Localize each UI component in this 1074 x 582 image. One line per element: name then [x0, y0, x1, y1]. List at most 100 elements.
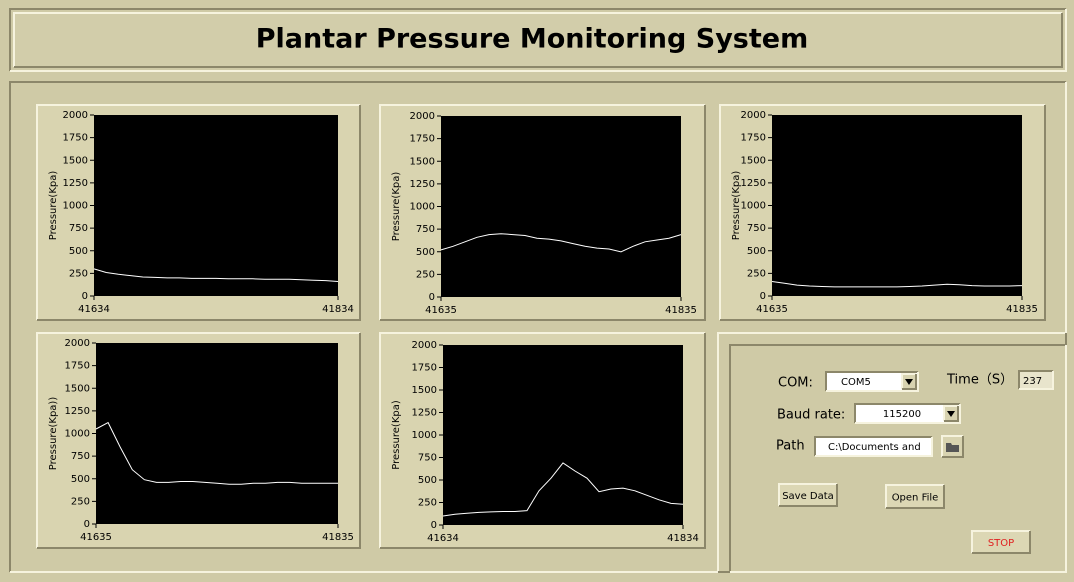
title-panel-edge — [9, 8, 1066, 71]
y-tick-label: 0 — [760, 291, 766, 302]
stop-button[interactable] — [972, 531, 1030, 553]
x-tick-label: 41835 — [322, 532, 354, 543]
chart-frame-edge — [380, 333, 706, 549]
title-panel-inner-edge — [14, 13, 1063, 68]
pressure-line — [440, 233, 682, 253]
y-tick-label: 1750 — [412, 363, 437, 374]
y-tick-label: 500 — [416, 247, 435, 258]
y-tick-label: 1250 — [412, 408, 437, 419]
y-tick-label: 2000 — [65, 338, 90, 349]
path-field-edge — [815, 437, 933, 457]
y-tick-label: 2000 — [412, 340, 437, 351]
y-tick-label: 250 — [69, 268, 88, 279]
com-dropdown-edge — [825, 371, 918, 391]
y-tick-label: 1000 — [410, 202, 435, 213]
y-tick-label: 1250 — [65, 406, 90, 417]
y-tick-label: 2000 — [741, 110, 766, 121]
x-tick-label: 41635 — [80, 532, 112, 543]
plot-area — [94, 115, 338, 296]
baud-value: 115200 — [883, 409, 921, 420]
y-tick-label: 1000 — [412, 430, 437, 441]
x-tick-label: 41834 — [667, 533, 699, 544]
pressure-line — [93, 268, 339, 282]
x-tick-label: 41635 — [756, 304, 788, 315]
y-axis-label: Pressure(Kpa) — [391, 400, 402, 470]
y-tick-label: 1250 — [63, 178, 88, 189]
com-label: COM: — [778, 376, 813, 391]
path-label: Path — [776, 439, 805, 454]
stop-button-edge — [971, 530, 1030, 553]
y-tick-label: 1500 — [741, 155, 766, 166]
browse-button-edge — [941, 435, 963, 457]
open-button-label: Open File — [892, 493, 939, 504]
plot-area — [441, 116, 681, 297]
y-tick-label: 250 — [416, 269, 435, 280]
time-display-edge — [1018, 370, 1053, 389]
open-button-edge — [885, 484, 944, 508]
dropdown-arrow-button-edge — [902, 374, 917, 390]
x-tick-label: 41834 — [322, 304, 354, 315]
dropdown-arrow-button-edge — [944, 406, 959, 422]
pressure-line — [95, 421, 338, 485]
com-dropdown-edge — [826, 372, 919, 392]
y-tick-label: 250 — [71, 496, 90, 507]
plot-area — [772, 115, 1022, 296]
path-field[interactable] — [815, 437, 932, 456]
save-button-edge — [778, 483, 837, 506]
page-title: Plantar Pressure Monitoring System — [256, 24, 808, 55]
open-button-edge — [886, 485, 945, 509]
stop-button-label: STOP — [988, 538, 1014, 549]
y-tick-label: 1500 — [412, 385, 437, 396]
open-button[interactable] — [886, 485, 944, 508]
y-tick-label: 1250 — [410, 179, 435, 190]
x-tick-label: 41634 — [427, 533, 459, 544]
baud-dropdown-edge — [855, 404, 961, 424]
baud-dropdown-edge — [854, 403, 960, 423]
time-label: Time（S） — [946, 373, 1013, 388]
y-tick-label: 750 — [71, 451, 90, 462]
y-tick-label: 250 — [747, 268, 766, 279]
y-tick-label: 0 — [431, 520, 437, 531]
path-value: C:\Documents and — [828, 442, 921, 453]
chart-frame-edge — [37, 333, 361, 549]
y-tick-label: 1750 — [63, 133, 88, 144]
y-tick-label: 1000 — [63, 201, 88, 212]
x-tick-label: 41634 — [78, 304, 110, 315]
y-tick-label: 1500 — [65, 383, 90, 394]
chart-frame-edge — [379, 104, 705, 320]
control-panel-edge — [717, 332, 1066, 572]
y-tick-label: 0 — [429, 292, 435, 303]
x-tick-label: 41835 — [1006, 304, 1038, 315]
y-tick-label: 750 — [418, 453, 437, 464]
save-button[interactable] — [779, 484, 837, 506]
y-tick-label: 1750 — [741, 133, 766, 144]
chart-frame-edge — [37, 105, 361, 321]
y-tick-label: 1750 — [65, 361, 90, 372]
com-dropdown[interactable] — [826, 372, 918, 391]
chart-frame-edge — [720, 105, 1046, 321]
plot-area — [96, 343, 338, 524]
y-tick-label: 500 — [69, 246, 88, 257]
y-tick-label: 500 — [71, 474, 90, 485]
y-tick-label: 1500 — [63, 155, 88, 166]
y-tick-label: 2000 — [410, 111, 435, 122]
title-panel-inner — [14, 13, 1062, 67]
y-axis-label: Pressure(Kpa) — [391, 172, 402, 242]
y-tick-label: 1500 — [410, 156, 435, 167]
chart-frame-edge — [380, 105, 706, 321]
y-axis-label: Pressure(Kpa) — [48, 171, 59, 241]
y-tick-label: 1000 — [65, 429, 90, 440]
y-tick-label: 1000 — [741, 201, 766, 212]
baud-label: Baud rate: — [777, 408, 845, 423]
y-axis-label: Pressure(Kpa)) — [48, 397, 59, 471]
save-button-label: Save Data — [782, 491, 834, 502]
baud-dropdown[interactable] — [855, 404, 960, 423]
x-tick-label: 41835 — [665, 305, 697, 316]
chart-frame-edge — [36, 104, 360, 320]
time-display-edge — [1019, 371, 1054, 390]
folder-icon — [946, 443, 959, 452]
chart-frame-edge — [719, 104, 1045, 320]
dropdown-arrow — [947, 411, 955, 417]
y-tick-label: 750 — [416, 224, 435, 235]
